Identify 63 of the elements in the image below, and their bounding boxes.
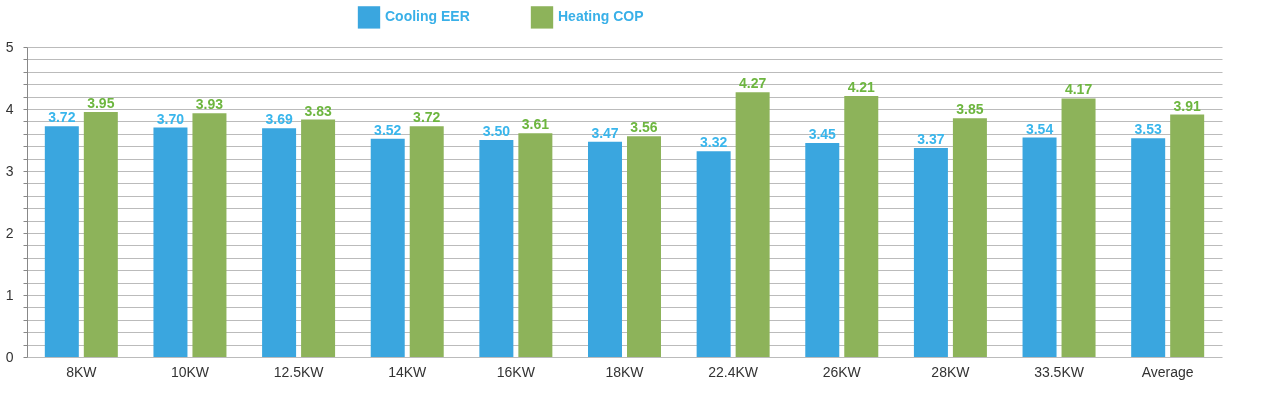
bar (1131, 138, 1166, 357)
bar (844, 95, 879, 357)
bar (805, 143, 840, 357)
data-label: 3.61 (521, 116, 550, 133)
data-label: 3.37 (917, 131, 945, 148)
bar (44, 126, 79, 357)
y-tick-label: 2 (5, 224, 14, 241)
bar (192, 113, 227, 357)
data-label: 4.17 (1064, 81, 1093, 98)
bar (153, 127, 188, 357)
y-tick-label: 1 (5, 286, 14, 303)
y-tick-label: 3 (5, 162, 14, 179)
x-tick-label: 26KW (822, 363, 862, 380)
y-tick-label: 5 (5, 38, 14, 55)
data-label: 3.95 (87, 95, 115, 112)
data-label: 4.21 (847, 78, 876, 95)
x-tick-label: 14KW (388, 363, 428, 380)
data-label: 3.53 (1134, 121, 1163, 138)
data-label: 3.72 (413, 109, 441, 126)
x-tick-label: 22.4KW (708, 363, 759, 380)
data-label: 3.54 (1025, 120, 1054, 137)
y-tick-label: 4 (5, 100, 14, 117)
bar (627, 136, 661, 357)
data-label: 3.32 (700, 134, 728, 151)
x-tick-label: 10KW (170, 363, 210, 380)
data-label: 3.56 (630, 119, 658, 136)
x-tick-label: 12.5KW (273, 363, 325, 380)
data-label: 3.52 (374, 121, 402, 138)
data-label: 3.85 (956, 101, 984, 118)
bar (696, 151, 731, 357)
y-tick-label: 0 (5, 348, 14, 365)
bar (262, 128, 297, 357)
bar (301, 119, 336, 357)
legend-label: Heating COP (558, 8, 644, 25)
bar (1022, 137, 1057, 357)
bar (588, 141, 622, 357)
data-label: 3.50 (482, 123, 511, 139)
data-label: 3.47 (591, 124, 619, 141)
bar (913, 148, 948, 357)
data-label: 3.91 (1173, 97, 1202, 114)
data-label: 4.27 (739, 75, 767, 92)
bar (83, 112, 118, 357)
data-label: 3.93 (195, 96, 224, 113)
data-label: 3.72 (48, 109, 76, 126)
x-tick-label: 33.5KW (1034, 363, 1085, 380)
x-tick-label: 16KW (496, 363, 536, 380)
data-label: 3.45 (808, 126, 837, 143)
bar (409, 126, 444, 357)
data-label: 3.83 (304, 102, 332, 119)
x-tick-label: 28KW (931, 363, 971, 380)
bar (370, 138, 405, 357)
bar (1061, 98, 1096, 357)
x-tick-label: 8KW (66, 363, 98, 380)
legend-label: Cooling EER (385, 8, 470, 25)
bar (952, 118, 987, 357)
bar (1170, 114, 1205, 357)
data-label: 3.69 (265, 111, 293, 128)
x-tick-label: Average (1141, 363, 1194, 380)
bar (479, 140, 514, 357)
x-tick-label: 18KW (605, 363, 645, 380)
bar (518, 133, 553, 357)
bar (735, 92, 770, 357)
data-label: 3.70 (156, 110, 185, 127)
